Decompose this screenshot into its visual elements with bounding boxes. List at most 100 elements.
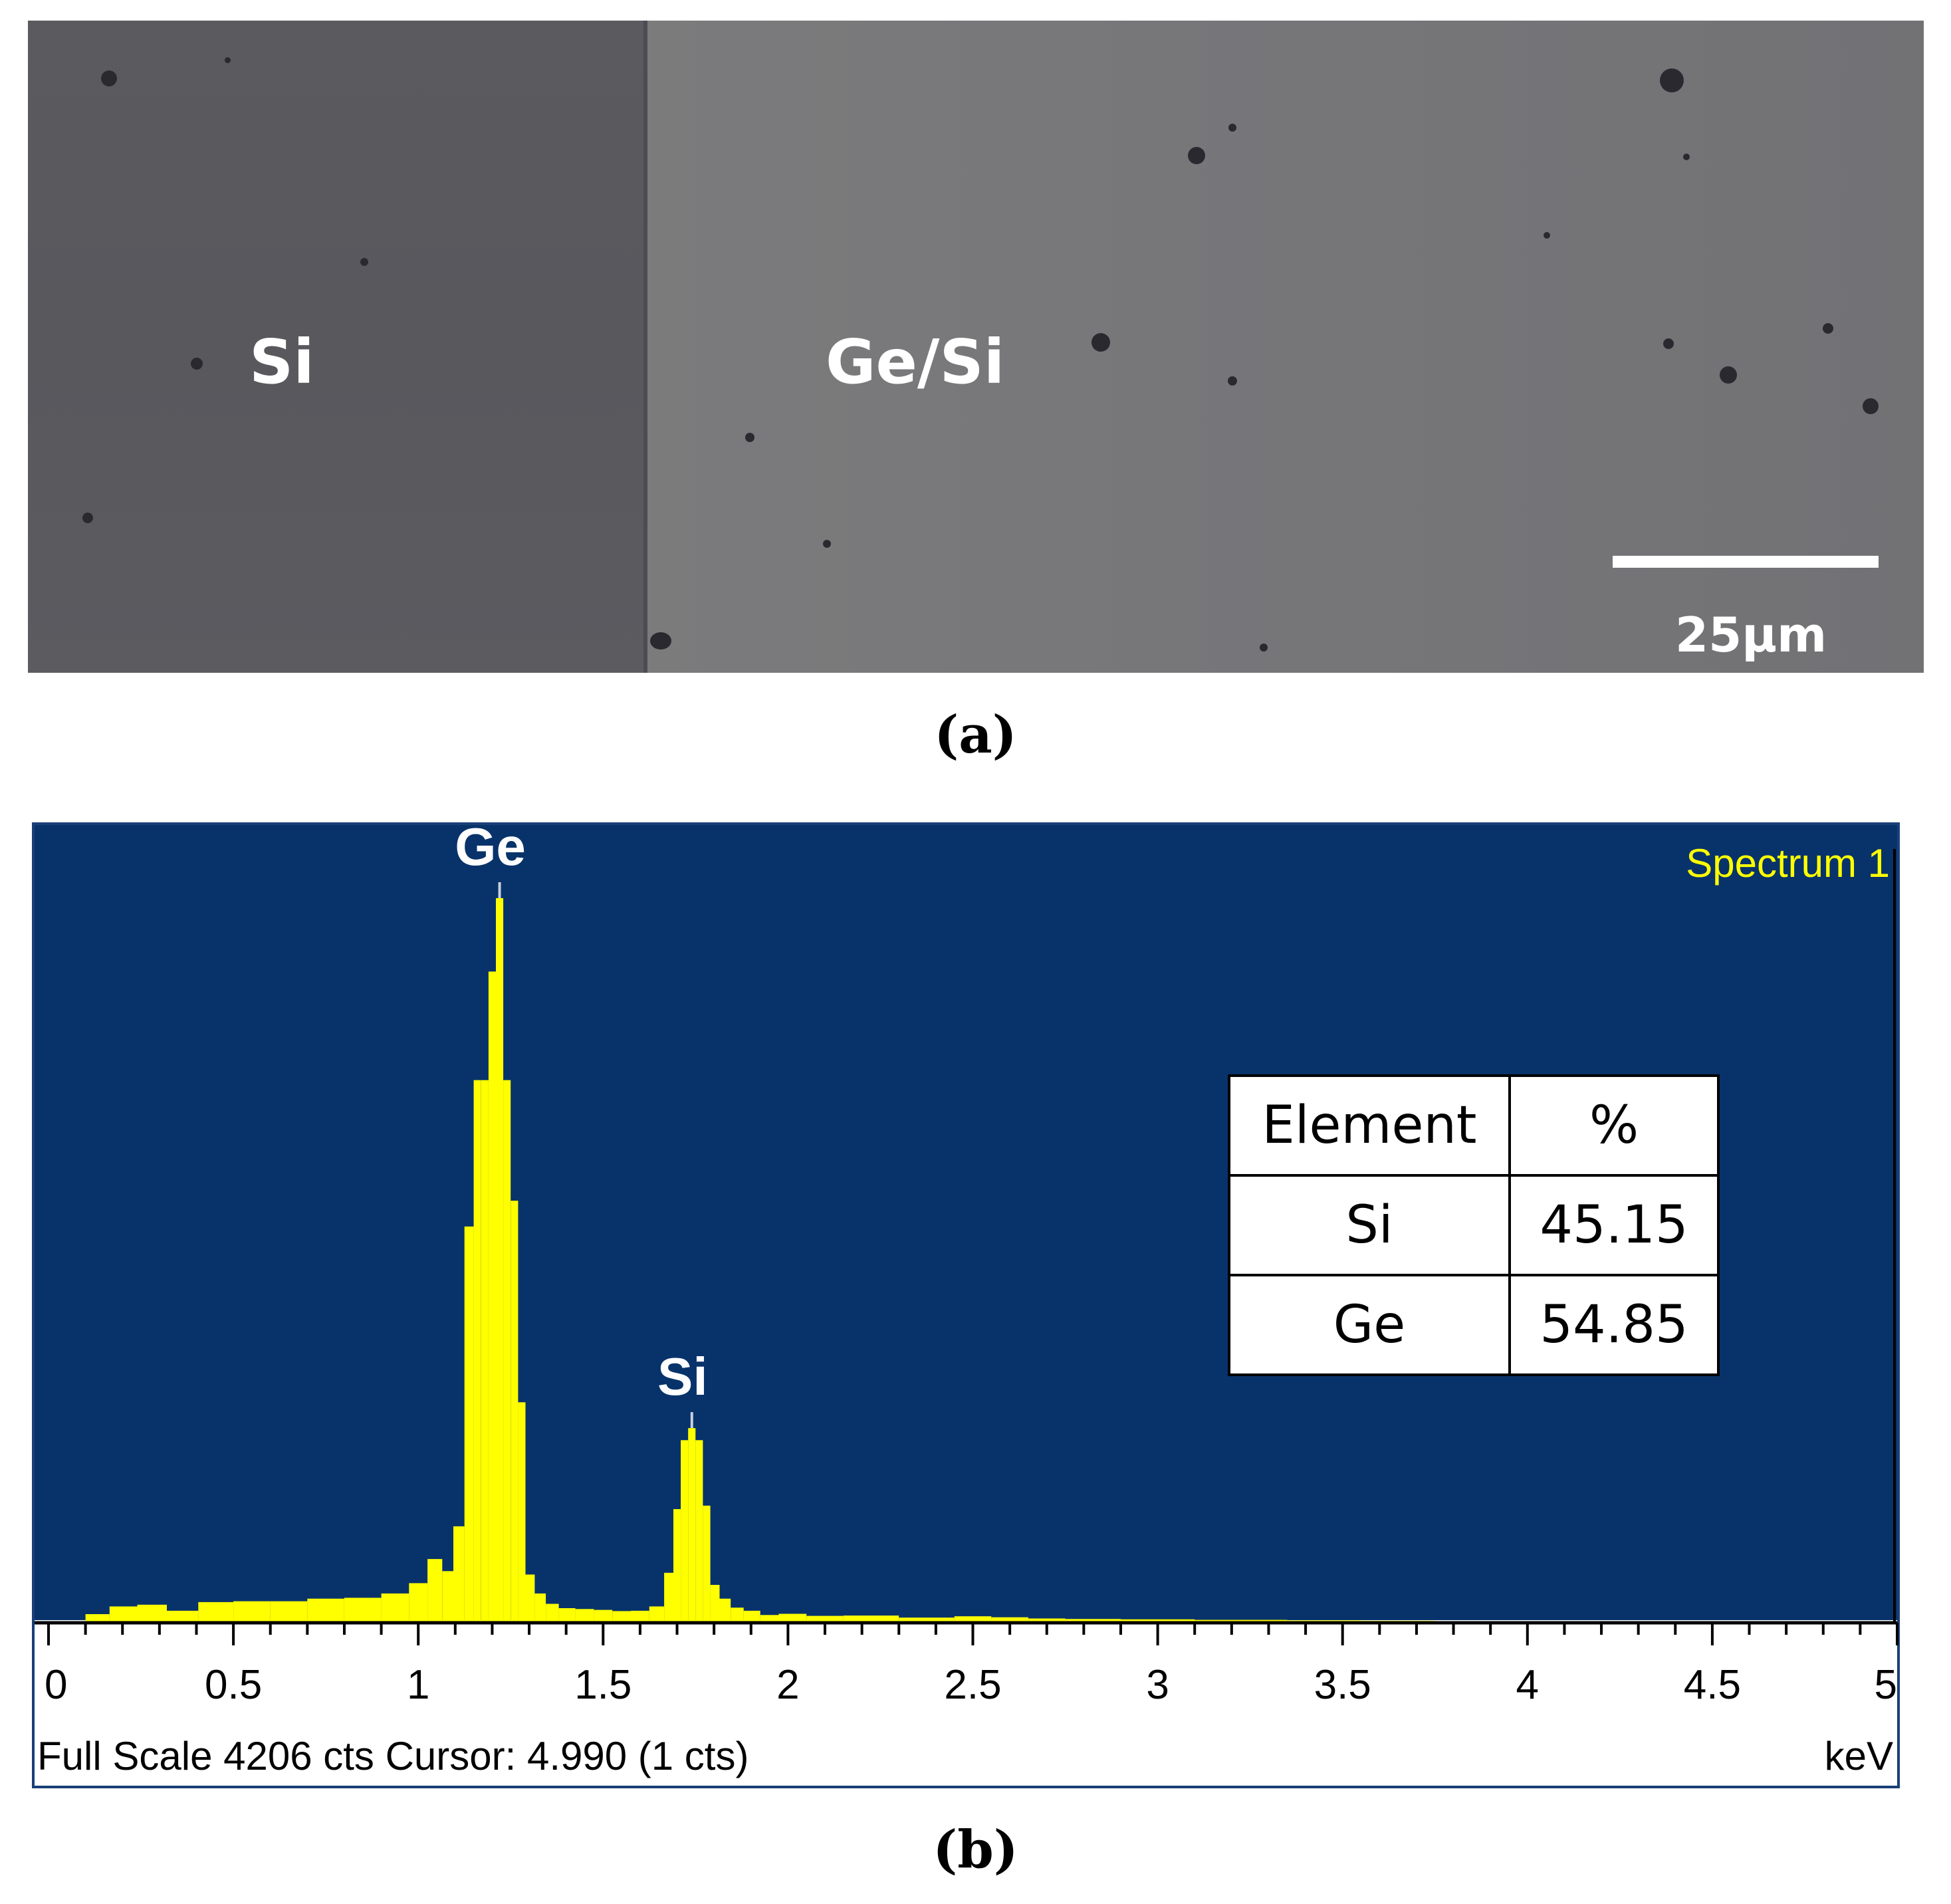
spectrum-bar [558,1608,576,1623]
spectrum-bar [488,971,496,1623]
spectrum-bar [673,1509,681,1623]
micrograph-image: Si Ge/Si 25μm [28,21,1924,673]
spectrum-bar [594,1609,613,1623]
x-tick-label: 4.5 [1684,1662,1741,1708]
status-line: Full Scale 4206 cts Cursor: 4.990 (1 cts… [37,1734,748,1778]
spectrum-bar [575,1609,594,1623]
x-tick-label: 5 [1875,1662,1897,1708]
surface-defect [1660,68,1684,92]
spectrum-bar [270,1601,308,1623]
x-tick-label: 3.5 [1314,1662,1371,1708]
spectrum-bar [681,1440,689,1623]
spectrum-bar [198,1602,234,1623]
spectrum-bar [731,1607,744,1623]
spectrum-bar [631,1610,649,1623]
surface-defect [1683,154,1690,160]
surface-defect [823,540,831,548]
spectrum-bar [688,1428,696,1623]
spectrum-bar [344,1598,382,1623]
spectrum-bar [453,1526,465,1623]
surface-defect [1091,333,1110,352]
surface-defect [1823,323,1833,334]
surface-defect [1260,644,1268,652]
peak-label: Si [657,1347,708,1406]
spectrum-bar [1121,1619,1195,1623]
surface-defect [101,70,117,86]
x-tick-label: 3 [1146,1662,1169,1708]
spectrum-bar [546,1604,559,1623]
table-cell-percent: 54.85 [1508,1274,1720,1376]
surface-defect [1720,366,1737,384]
surface-defect [650,632,671,650]
gesi-region-label: Ge/Si [826,326,1005,398]
surface-defect [1228,376,1237,386]
table-row: Ge 54.85 [1228,1274,1720,1376]
spectrum-bar [760,1615,779,1623]
spectrum-bar [525,1574,535,1623]
scale-bar-label: 25μm [1675,607,1827,663]
spectrum-bar [518,1402,526,1623]
spectrum-bar [496,898,504,1623]
spectrum-bar [703,1505,711,1623]
surface-defect [1663,338,1674,349]
x-tick-label: 0.5 [205,1662,262,1708]
x-unit-label: keV [1825,1734,1893,1778]
spectrum-bar [534,1593,546,1623]
x-tick-label: 0 [45,1662,67,1708]
spectrum-bar [511,1201,518,1623]
table-header-percent: % [1508,1074,1720,1177]
spectrum-bar [503,1080,511,1623]
table-row: Si 45.15 [1228,1174,1720,1276]
spectrum-bar [954,1616,992,1623]
spectrum-bar [409,1583,428,1623]
surface-defect [1863,398,1879,414]
table-cell-element: Si [1228,1174,1511,1276]
panel-b-caption: (b) [933,1820,1018,1880]
surface-defect [1228,124,1236,132]
surface-defect [82,513,93,523]
table-header-element: Element [1228,1074,1511,1177]
spectrum-bar [664,1572,673,1623]
spectrum-bar [307,1598,344,1623]
x-tick-label: 2.5 [944,1662,1001,1708]
surface-defect [1188,147,1205,164]
spectrum-bar [481,1080,489,1623]
surface-defect [745,433,754,442]
spectrum-bar [381,1593,409,1623]
spectrum-bar [473,1080,481,1623]
x-tick-label: 1 [407,1662,429,1708]
spectrum-bar [806,1615,844,1623]
x-tick-label: 2 [776,1662,799,1708]
x-tick-label: 4 [1516,1662,1539,1708]
spectrum-bar [743,1610,760,1623]
spectrum-bar [778,1613,807,1623]
table-cell-percent: 45.15 [1508,1174,1720,1276]
spectrum-bar [612,1611,631,1623]
table-header-row: Element % [1228,1074,1720,1177]
spectrum-bar [442,1571,454,1623]
spectrum-bar [695,1440,703,1623]
panel-a-caption: (a) [934,705,1017,765]
composition-table: Element % Si 45.15 Ge 54.85 [1228,1074,1720,1376]
spectrum-bar [464,1226,474,1623]
peak-label: Ge [455,822,526,876]
spectrum-bar [649,1606,664,1623]
surface-defect [1544,232,1550,239]
spectrum-bar [167,1610,199,1623]
spectrum-bar [109,1606,138,1623]
surface-defect [225,57,231,63]
spectrum-bar [1065,1619,1121,1623]
spectrum-bar [899,1617,955,1623]
spectrum-bar [1028,1618,1066,1623]
spectrum-bar [427,1559,443,1623]
si-region-label: Si [249,326,314,398]
region-boundary [643,21,647,673]
table-cell-element: Ge [1228,1274,1511,1376]
surface-defect [360,258,368,266]
spectrum-bar [710,1585,720,1623]
spectrum-bar [991,1617,1028,1623]
spectrum-bar [137,1604,167,1623]
scale-bar [1613,556,1879,568]
x-tick-label: 1.5 [574,1662,631,1708]
surface-defect [191,358,203,370]
